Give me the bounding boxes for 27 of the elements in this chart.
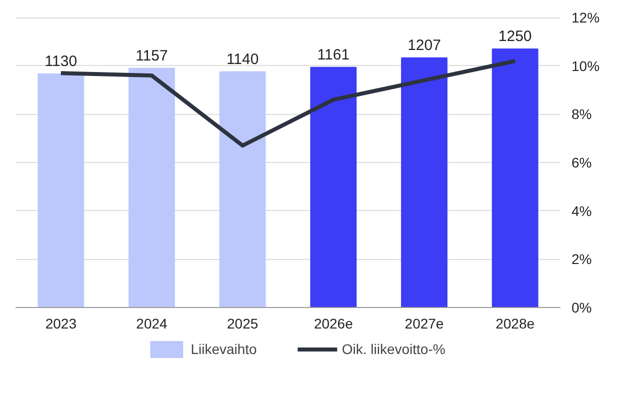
y-tick-label: 6%	[572, 154, 592, 170]
x-tick-label: 2025	[227, 316, 258, 332]
x-tick-label: 2024	[136, 316, 168, 332]
bar	[128, 68, 175, 308]
x-tick-label: 2028e	[496, 316, 535, 332]
data-label: 1161	[317, 46, 350, 64]
y-tick-label: 8%	[572, 106, 592, 122]
y-tick-label: 4%	[572, 202, 592, 219]
legend-label: Liikevaihto	[190, 341, 257, 357]
x-tick-label: 2023	[45, 316, 77, 332]
bar	[310, 66, 357, 308]
data-label: 1140	[226, 50, 259, 68]
y-tick-label: 10%	[572, 58, 600, 74]
y-tick-label: 0%	[572, 300, 592, 316]
y-tick-label: 2%	[572, 251, 592, 268]
x-tick-label: 2026e	[314, 316, 354, 332]
bar	[401, 57, 448, 308]
legend-label: Oik. liikevoitto-%	[342, 341, 446, 357]
bar	[492, 48, 538, 308]
data-label: 1207	[408, 36, 441, 54]
x-tick-label: 2027e	[404, 316, 444, 332]
data-label: 1130	[44, 52, 78, 70]
data-label: 1157	[136, 47, 168, 64]
y-tick-label: 12%	[572, 10, 600, 26]
bar	[219, 71, 266, 308]
data-label: 1250	[498, 28, 532, 46]
bar	[38, 73, 84, 308]
